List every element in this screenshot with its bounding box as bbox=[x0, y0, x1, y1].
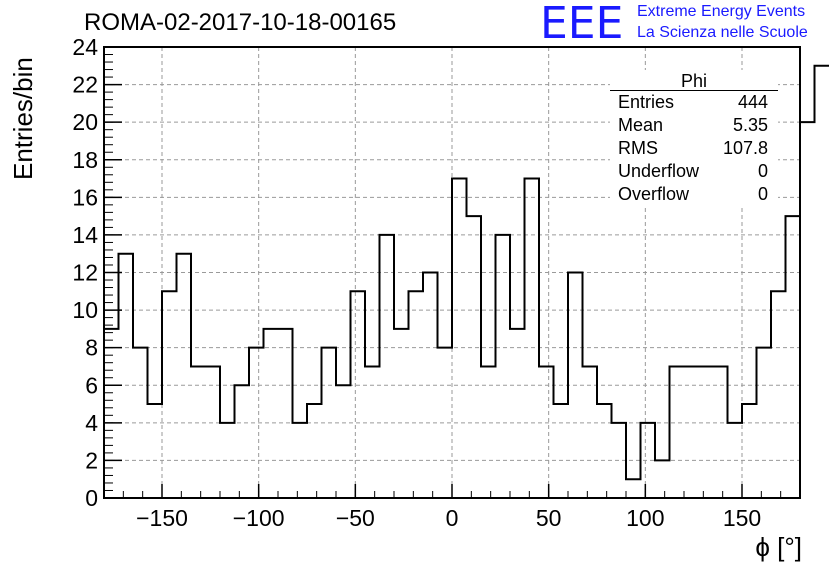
histogram-bin bbox=[481, 366, 496, 498]
stats-key: Overflow bbox=[618, 184, 690, 204]
eee-logo-mark: EEE bbox=[540, 0, 624, 49]
histogram-bin bbox=[539, 366, 554, 498]
stats-row-mean: Mean 5.35 bbox=[610, 114, 778, 137]
y-axis-label: Entries/bin bbox=[8, 57, 38, 180]
histogram-bin bbox=[380, 235, 395, 498]
histogram-bin bbox=[423, 273, 438, 499]
stats-box: Phi Entries 444 Mean 5.35 RMS 107.8 Unde… bbox=[610, 70, 778, 206]
stats-key: Entries bbox=[618, 92, 675, 112]
histogram-bin bbox=[133, 348, 148, 498]
stats-key: Underflow bbox=[618, 161, 700, 181]
stats-title: Phi bbox=[610, 70, 778, 91]
histogram-bin bbox=[104, 329, 119, 498]
x-axis-label: ϕ [°] bbox=[755, 532, 802, 562]
x-tick-label: −150 bbox=[136, 505, 188, 531]
histogram-bin bbox=[191, 366, 206, 498]
histogram-bin bbox=[496, 235, 511, 498]
histogram-bin bbox=[583, 366, 598, 498]
histogram-bin bbox=[815, 66, 830, 498]
histogram-bin bbox=[206, 366, 221, 498]
stats-value: 0 bbox=[757, 184, 768, 204]
y-tick-label: 10 bbox=[72, 297, 98, 323]
y-tick-label: 14 bbox=[72, 222, 98, 248]
histogram-bin bbox=[757, 348, 772, 498]
stats-value: 107.8 bbox=[722, 138, 768, 158]
histogram-bin bbox=[612, 423, 627, 498]
histogram-bin bbox=[713, 366, 728, 498]
stats-row-rms: RMS 107.8 bbox=[610, 137, 778, 160]
y-tick-label: 20 bbox=[72, 109, 98, 135]
histogram-bin bbox=[322, 348, 337, 498]
logo-line-1: Extreme Energy Events bbox=[637, 3, 806, 20]
stats-value: 444 bbox=[737, 92, 768, 112]
histogram-bin bbox=[177, 254, 192, 498]
histogram-bin bbox=[554, 404, 569, 498]
histogram-bin bbox=[336, 385, 351, 498]
x-tick-label: 50 bbox=[536, 505, 562, 531]
axis-ticks bbox=[104, 46, 782, 499]
histogram-bin bbox=[452, 179, 467, 498]
histogram-bin bbox=[771, 291, 786, 498]
histogram-bin bbox=[510, 329, 525, 498]
histogram-bin bbox=[800, 122, 815, 498]
y-tick-label: 24 bbox=[72, 34, 98, 60]
y-tick-label: 22 bbox=[72, 72, 98, 98]
y-tick-label: 0 bbox=[85, 485, 98, 511]
y-tick-label: 8 bbox=[85, 335, 98, 361]
stats-row-overflow: Overflow 0 bbox=[610, 183, 778, 206]
chart-title: ROMA-02-2017-10-18-00165 bbox=[84, 9, 397, 36]
y-tick-label: 6 bbox=[85, 372, 98, 398]
histogram-bin bbox=[626, 479, 641, 498]
histogram-bin bbox=[438, 348, 453, 498]
histogram-bin bbox=[365, 366, 380, 498]
histogram-bin bbox=[641, 423, 656, 498]
stats-row-entries: Entries 444 bbox=[610, 91, 778, 114]
x-tick-label: −100 bbox=[233, 505, 285, 531]
histogram-bin bbox=[655, 460, 670, 498]
histogram-bin bbox=[409, 291, 424, 498]
y-tick-label: 16 bbox=[72, 184, 98, 210]
histogram-bin bbox=[742, 404, 757, 498]
histogram-bin bbox=[148, 404, 163, 498]
x-tick-label: −50 bbox=[336, 505, 375, 531]
stats-row-underflow: Underflow 0 bbox=[610, 160, 778, 183]
histogram-bin bbox=[467, 216, 482, 498]
histogram-bin bbox=[249, 348, 264, 498]
histogram-bin bbox=[568, 273, 583, 499]
y-tick-label: 12 bbox=[72, 260, 98, 286]
histogram-series bbox=[104, 64, 829, 481]
histogram-bin bbox=[670, 366, 685, 498]
y-tick-label: 2 bbox=[85, 447, 98, 473]
x-tick-label: 150 bbox=[723, 505, 761, 531]
x-tick-label: 0 bbox=[446, 505, 459, 531]
histogram-bin bbox=[597, 404, 612, 498]
stats-value: 0 bbox=[757, 161, 768, 181]
histogram-bin bbox=[525, 179, 540, 498]
histogram-bin bbox=[264, 329, 279, 498]
stats-key: Mean bbox=[618, 115, 664, 135]
histogram-bin bbox=[351, 291, 366, 498]
histogram-bin bbox=[162, 291, 177, 498]
y-tick-label: 18 bbox=[72, 147, 98, 173]
histogram-bin bbox=[728, 423, 743, 498]
histogram-bin bbox=[235, 385, 250, 498]
histogram-bin bbox=[278, 329, 293, 498]
histogram-bin bbox=[684, 366, 699, 498]
stats-key: RMS bbox=[618, 138, 658, 158]
logo-line-2: La Scienza nelle Scuole bbox=[637, 24, 808, 41]
y-tick-label: 4 bbox=[85, 410, 98, 436]
histogram-bin bbox=[786, 216, 801, 498]
histogram-bin bbox=[394, 329, 409, 498]
histogram-bin bbox=[119, 254, 134, 498]
histogram-bin bbox=[293, 423, 308, 498]
x-tick-label: 100 bbox=[626, 505, 664, 531]
histogram-bin bbox=[307, 404, 322, 498]
stats-value: 5.35 bbox=[732, 115, 768, 135]
histogram-bin bbox=[699, 366, 714, 498]
histogram-bin bbox=[220, 423, 235, 498]
